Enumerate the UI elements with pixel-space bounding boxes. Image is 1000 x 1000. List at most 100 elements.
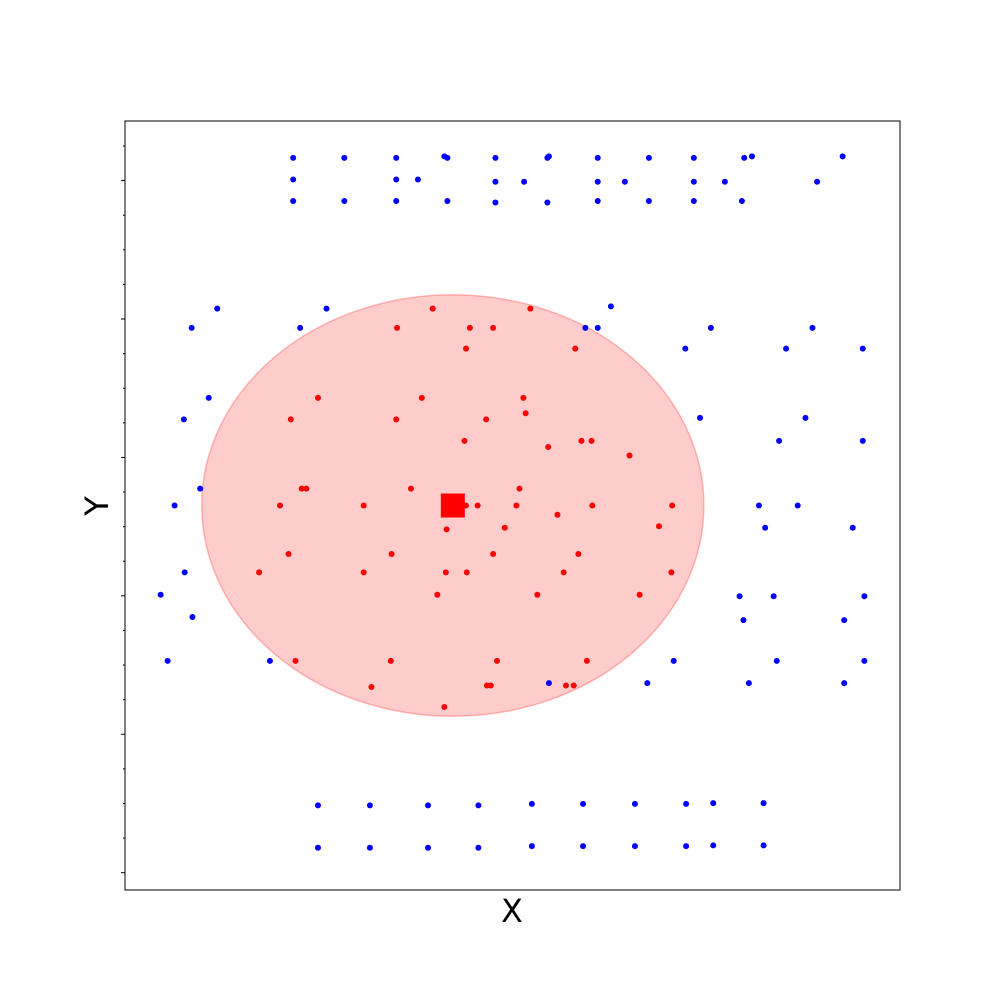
inside-point bbox=[570, 682, 577, 689]
outside-point bbox=[393, 176, 400, 183]
inside-point bbox=[461, 437, 468, 444]
inside-point bbox=[418, 394, 425, 401]
outside-point bbox=[776, 437, 783, 444]
inside-point bbox=[668, 569, 675, 576]
outside-point bbox=[839, 153, 846, 160]
outside-point bbox=[157, 591, 164, 598]
outside-point bbox=[171, 502, 178, 509]
inside-point bbox=[442, 569, 449, 576]
outside-point bbox=[475, 844, 482, 851]
outside-point bbox=[297, 324, 304, 331]
outside-point bbox=[841, 680, 848, 687]
outside-point bbox=[266, 657, 273, 664]
inside-point bbox=[292, 657, 299, 664]
outside-point bbox=[341, 197, 348, 204]
x-axis-label: X bbox=[501, 892, 523, 930]
outside-point bbox=[164, 657, 171, 664]
inside-point bbox=[513, 502, 520, 509]
outside-point bbox=[814, 178, 821, 185]
inside-point bbox=[545, 444, 552, 451]
inside-point bbox=[578, 437, 585, 444]
outside-point bbox=[841, 617, 848, 624]
outside-point bbox=[425, 844, 432, 851]
inside-point bbox=[534, 591, 541, 598]
inside-point bbox=[368, 683, 375, 690]
inside-point bbox=[490, 324, 497, 331]
inside-point bbox=[490, 550, 497, 557]
inside-point bbox=[588, 437, 595, 444]
outside-point bbox=[710, 800, 717, 807]
outside-point bbox=[580, 843, 587, 850]
outside-point bbox=[690, 154, 697, 161]
outside-point bbox=[414, 176, 421, 183]
outside-point bbox=[314, 802, 321, 809]
inside-point bbox=[483, 682, 490, 689]
outside-point bbox=[802, 414, 809, 421]
inside-point bbox=[277, 502, 283, 509]
inside-point bbox=[441, 703, 448, 710]
outside-point bbox=[861, 593, 868, 600]
inside-point bbox=[393, 416, 400, 423]
inside-point bbox=[575, 550, 582, 557]
outside-point bbox=[323, 305, 330, 312]
outside-point bbox=[783, 345, 790, 352]
inside-point bbox=[256, 569, 263, 576]
outside-point bbox=[393, 197, 400, 204]
outside-point bbox=[594, 197, 601, 204]
outside-point bbox=[644, 680, 651, 687]
inside-point bbox=[394, 324, 401, 331]
outside-point bbox=[794, 502, 801, 509]
outside-point bbox=[594, 154, 601, 161]
inside-point bbox=[407, 485, 414, 492]
outside-point bbox=[441, 153, 448, 160]
outside-point bbox=[594, 324, 601, 331]
outside-point bbox=[773, 657, 780, 664]
outside-point bbox=[859, 345, 866, 352]
outside-point bbox=[631, 843, 638, 850]
outside-point bbox=[859, 437, 866, 444]
outside-point bbox=[849, 524, 856, 531]
outside-point bbox=[770, 593, 777, 600]
outside-point bbox=[690, 178, 697, 185]
outside-point bbox=[670, 657, 677, 664]
y-axis-label: Y bbox=[78, 496, 116, 517]
outside-point bbox=[475, 802, 482, 809]
outside-point bbox=[366, 802, 373, 809]
inside-point bbox=[466, 324, 473, 331]
outside-point bbox=[745, 680, 752, 687]
inside-point bbox=[298, 485, 305, 492]
outside-point bbox=[180, 416, 187, 423]
outside-point bbox=[607, 303, 614, 310]
outside-point bbox=[707, 324, 714, 331]
outside-point bbox=[760, 842, 767, 849]
outside-point bbox=[682, 345, 689, 352]
outside-point bbox=[762, 524, 769, 531]
outside-point bbox=[690, 197, 697, 204]
outside-point bbox=[710, 842, 717, 849]
inside-point bbox=[520, 394, 527, 401]
inside-point bbox=[583, 657, 590, 664]
inside-point bbox=[314, 394, 321, 401]
inside-point bbox=[443, 526, 450, 533]
center-marker bbox=[440, 493, 465, 518]
inside-point bbox=[522, 410, 529, 417]
outside-point bbox=[521, 178, 528, 185]
outside-point bbox=[748, 153, 755, 160]
outside-point bbox=[528, 800, 535, 807]
outside-point bbox=[290, 154, 297, 161]
inside-point bbox=[501, 524, 508, 531]
outside-point bbox=[738, 197, 745, 204]
inside-point bbox=[527, 305, 534, 312]
inside-point bbox=[287, 416, 294, 423]
inside-point bbox=[589, 502, 596, 509]
outside-point bbox=[736, 593, 743, 600]
inside-point bbox=[387, 657, 394, 664]
outside-point bbox=[631, 800, 638, 807]
inside-point bbox=[562, 682, 569, 689]
inside-point bbox=[626, 452, 633, 459]
inside-point bbox=[429, 305, 436, 312]
outside-point bbox=[197, 485, 204, 492]
inside-point bbox=[494, 657, 500, 664]
outside-point bbox=[683, 800, 690, 807]
